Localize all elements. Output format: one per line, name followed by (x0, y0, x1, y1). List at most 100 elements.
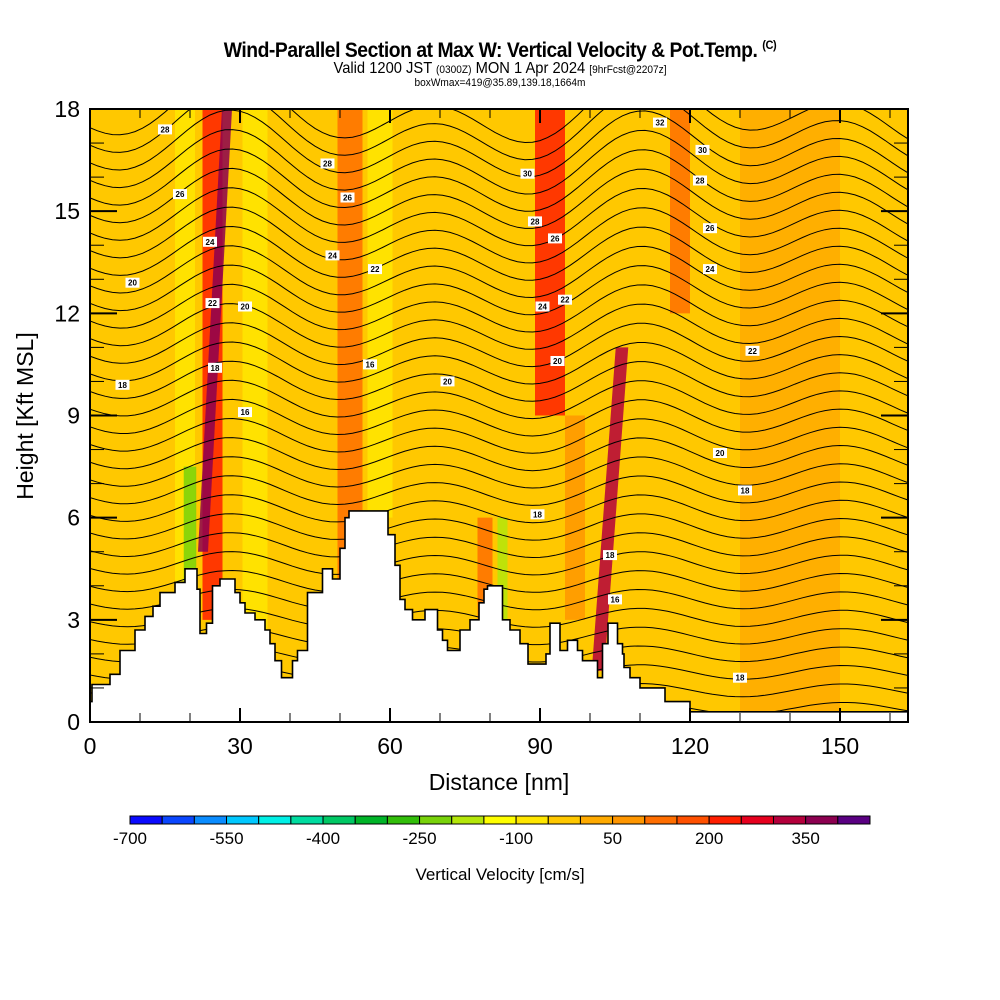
contour-label-box (558, 294, 572, 305)
x-tick-label: 60 (377, 733, 403, 759)
theta-contour-line (90, 109, 908, 144)
contour-label: 26 (703, 223, 717, 234)
colorbar-swatch (322, 815, 356, 825)
contour-label-box (550, 356, 565, 366)
theta-contour-line (90, 303, 908, 350)
colorbar-swatch (483, 815, 517, 825)
colorbar-tick-label: -550 (210, 829, 244, 848)
contour-label: 20 (550, 356, 565, 366)
colorbar-swatch (386, 815, 421, 825)
contour-label-box (530, 509, 545, 520)
contour-label-text: 30 (523, 170, 532, 179)
x-tick-label: 0 (84, 733, 97, 759)
x-tick-label: 150 (821, 733, 859, 759)
colorbar: -700 -550 -400 -250 -100 50 200 350 (113, 815, 871, 848)
x-tick-label: 30 (227, 733, 253, 759)
theta-contour-line (90, 360, 908, 402)
theta-contour-line (90, 109, 908, 161)
contour-label-text: 26 (551, 234, 560, 243)
velocity-band (367, 109, 393, 518)
contour-label-text: 20 (443, 377, 452, 386)
velocity-band (105, 109, 175, 722)
colorbar-swatch (290, 815, 324, 825)
theta-contour-line (90, 551, 908, 576)
contour-label-box (320, 158, 335, 169)
contour-label-text: 28 (323, 160, 332, 169)
contour-label: 28 (320, 158, 335, 169)
theta-contour-line (90, 206, 908, 264)
contour-label-box (208, 362, 222, 373)
box-info: boxWmax=419@35.89,139.18,1664m (414, 77, 586, 89)
colorbar-swatch (644, 815, 678, 825)
contour-label-text: 16 (611, 595, 620, 604)
colorbar-swatch (772, 815, 807, 825)
contour-label-text: 18 (118, 381, 127, 390)
contour-label-text: 20 (241, 303, 250, 312)
contour-label-box (653, 117, 667, 128)
contour-label: 20 (440, 376, 455, 387)
theta-contour-line (90, 245, 908, 299)
contour-label-text: 28 (696, 177, 705, 186)
theta-contour-line (90, 341, 908, 385)
velocity-band (535, 109, 565, 416)
colorbar-swatch (451, 815, 485, 825)
chart-title: Wind-Parallel Section at Max W: Vertical… (40, 38, 960, 63)
colorbar-swatch (226, 815, 260, 825)
contour-label-text: 20 (128, 279, 137, 288)
valid-time-utc: (0300Z) (436, 64, 472, 76)
contour-label: 18 (208, 362, 222, 373)
contour-label-box (738, 485, 752, 496)
velocity-band (242, 109, 268, 722)
axes: 0 30 60 90 120 150 0 3 6 9 12 15 18 (54, 96, 909, 759)
contour-label-box (125, 277, 140, 288)
contour-label-text: 28 (161, 125, 170, 134)
contour-label-box (713, 448, 727, 458)
theta-contour-line (90, 513, 908, 541)
colorbar-swatch (515, 815, 549, 825)
terrain-profile (90, 510, 908, 722)
contour-label-text: 16 (241, 408, 250, 417)
contour-label: 26 (173, 189, 187, 200)
contour-label-box (340, 192, 355, 203)
contour-label: 22 (368, 264, 382, 275)
contour-label: 22 (558, 294, 572, 305)
colorbar-tick-label: -100 (499, 829, 533, 848)
contour-label: 30 (695, 144, 710, 155)
contour-label-text: 18 (736, 674, 745, 683)
colorbar-swatch (612, 815, 646, 825)
colorbar-tick-label: 200 (695, 829, 723, 848)
colorbar-swatch (419, 815, 453, 825)
contour-label: 30 (520, 168, 535, 179)
y-tick-label: 6 (67, 505, 80, 531)
colorbar-swatch (547, 815, 581, 825)
contour-label-box (520, 168, 535, 179)
contour-label-text: 22 (561, 296, 570, 305)
contour-label: 16 (608, 594, 622, 605)
contour-label-text: 24 (328, 251, 337, 260)
velocity-band (565, 415, 585, 620)
theta-contour-line (90, 322, 908, 368)
theta-contour-line (90, 148, 908, 212)
contour-label-box (603, 550, 617, 561)
theta-contour-line (90, 167, 908, 229)
contour-label: 16 (238, 407, 252, 418)
x-tick-label: 90 (527, 733, 553, 759)
colorbar-swatch (354, 815, 388, 825)
contour-label-box (733, 672, 747, 683)
contour-label-box (548, 233, 562, 244)
valid-time: Valid 1200 JST (333, 60, 432, 77)
contour-label: 28 (528, 216, 542, 227)
theta-contour-line (90, 532, 908, 559)
contour-label: 20 (238, 301, 252, 312)
theta-contour-line (90, 494, 908, 524)
contour-label-text: 18 (533, 510, 542, 519)
contour-label: 26 (340, 192, 355, 203)
contour-label-box (608, 594, 622, 605)
contour-label: 18 (733, 672, 747, 683)
theta-contour-line (90, 109, 908, 178)
contour-label-text: 24 (538, 303, 547, 312)
colorbar-swatch (676, 815, 710, 825)
velocity-band (591, 347, 629, 671)
contour-label: 24 (325, 250, 340, 261)
